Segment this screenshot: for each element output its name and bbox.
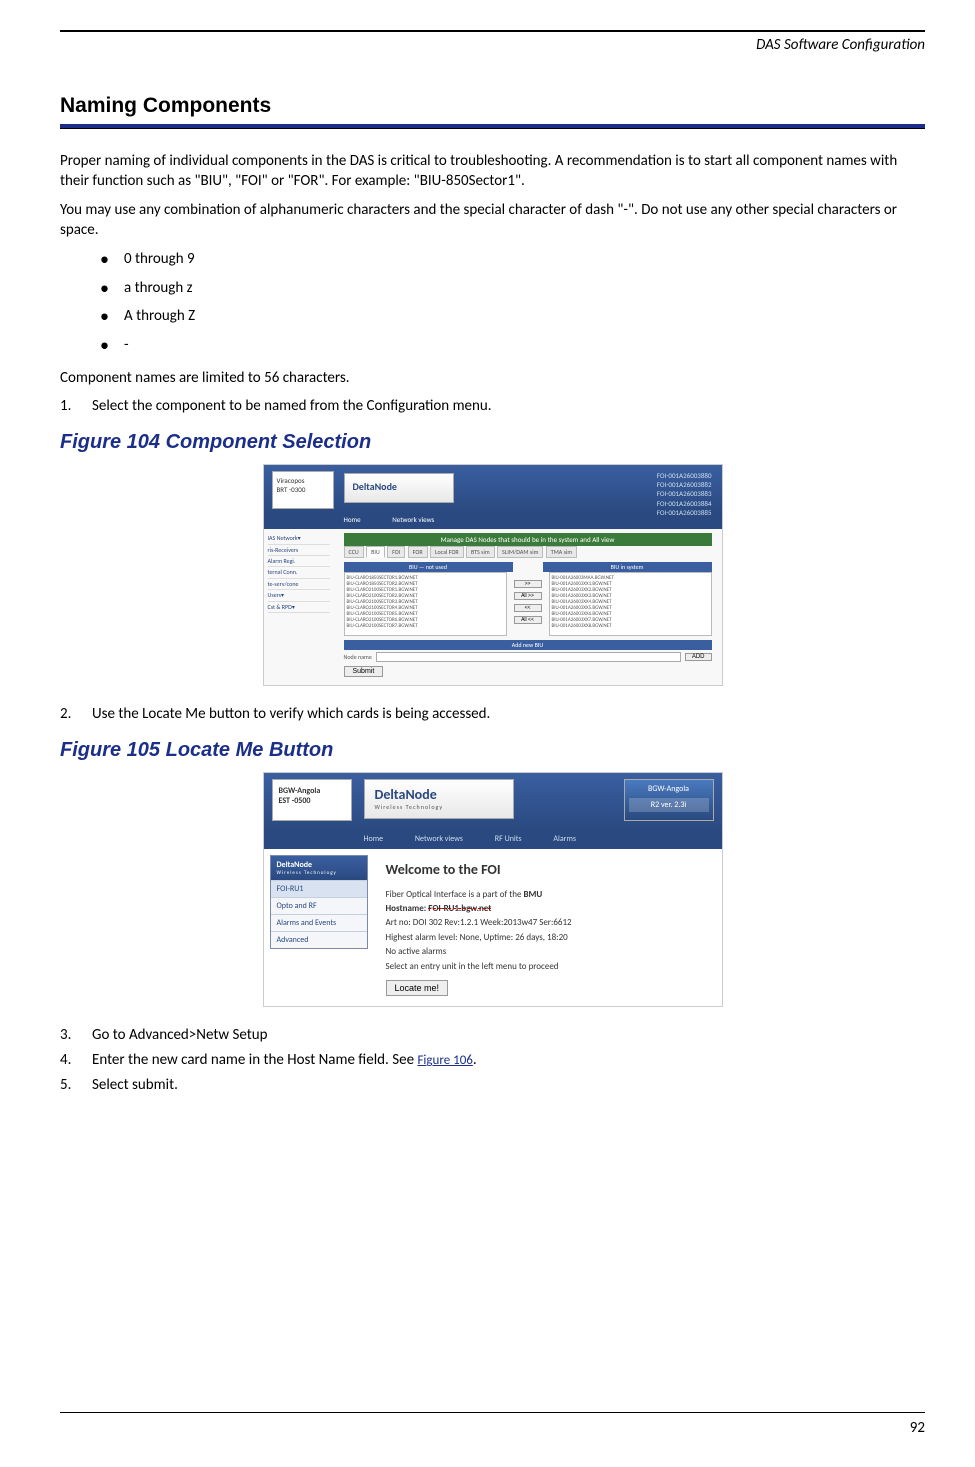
- move-left-button[interactable]: <<: [514, 604, 542, 612]
- fig104-badge: Viracopos BRT -0300: [272, 471, 334, 509]
- bullet-digits: 0 through 9: [100, 248, 925, 271]
- page-number: 92: [910, 1419, 925, 1437]
- running-header: DAS Software Configuration: [60, 36, 925, 54]
- step-1-text: Select the component to be named from th…: [92, 397, 492, 415]
- fig104-nav: Home Network views: [264, 513, 722, 529]
- paragraph-1: Proper naming of individual components i…: [60, 151, 925, 192]
- step-4-number: 4.: [60, 1050, 71, 1071]
- fig104-sidebar: IAS Network▾ ris-Receivers Alarm Regi. t…: [264, 529, 334, 685]
- step-3-text: Go to Advanced>Netw Setup: [92, 1026, 268, 1044]
- figure-104-caption: Figure 104 Component Selection: [60, 431, 925, 454]
- step-3: 3. Go to Advanced>Netw Setup: [60, 1025, 925, 1046]
- steps-list-2: 2. Use the Locate Me button to verify whi…: [60, 704, 925, 725]
- section-title: Naming Components: [60, 94, 925, 118]
- fig105-content: Welcome to the FOI Fiber Optical Interfa…: [374, 849, 722, 1006]
- allowed-chars-list: 0 through 9 a through z A through Z -: [60, 248, 925, 356]
- step-5-number: 5.: [60, 1075, 71, 1096]
- fig105-brand: DeltaNode Wireless Technology: [364, 779, 514, 819]
- bottom-rule: [60, 1412, 925, 1413]
- bullet-lowercase: a through z: [100, 277, 925, 300]
- section-underline: [60, 124, 925, 129]
- step-4: 4. Enter the new card name in the Host Na…: [60, 1050, 925, 1071]
- welcome-heading: Welcome to the FOI: [386, 859, 710, 881]
- step-3-number: 3.: [60, 1025, 71, 1046]
- step-4-text-a: Enter the new card name in the Host Name…: [92, 1051, 417, 1069]
- step-4-text-b: .: [473, 1051, 477, 1069]
- steps-list-3: 3. Go to Advanced>Netw Setup 4. Enter the …: [60, 1025, 925, 1096]
- fig104-move-buttons: >> All >> << All <<: [513, 572, 543, 624]
- paragraph-3: Component names are limited to 56 charac…: [60, 368, 925, 388]
- fig105-sidebar: DeltaNodeWireless Technology FOI-RU1 Opt…: [264, 849, 374, 1006]
- step-5: 5. Select submit.: [60, 1075, 925, 1096]
- step-1-number: 1.: [60, 396, 71, 417]
- fig104-tabs: CCU BIU FOI FOR Local FOR BTS sim SLIM/D…: [344, 546, 712, 558]
- figure-106-link[interactable]: Figure 106: [417, 1053, 472, 1068]
- node-name-label: Node name: [344, 653, 372, 661]
- fig104-list-left: BIU-CLARO1850SECTOR1.BGW.NET BIU-CLARO18…: [344, 572, 507, 636]
- step-2: 2. Use the Locate Me button to verify whi…: [60, 704, 925, 725]
- figure-104: Viracopos BRT -0300 DeltaNode FOI-001A26…: [60, 464, 925, 686]
- fig104-greenbar: Manage DAS Nodes that should be in the s…: [344, 533, 712, 546]
- fig105-nav: Home Network views RF Units Alarms: [264, 831, 722, 849]
- submit-button[interactable]: Submit: [344, 666, 384, 677]
- bullet-uppercase: A through Z: [100, 305, 925, 328]
- node-name-input[interactable]: [376, 652, 681, 662]
- top-rule: [60, 30, 925, 32]
- step-2-number: 2.: [60, 704, 71, 725]
- figure-105-caption: Figure 105 Locate Me Button: [60, 739, 925, 762]
- move-all-left-button[interactable]: All <<: [514, 616, 542, 624]
- fig104-rightlinks: FOI-001A26003880 FOI-001A26003882 FOI-00…: [657, 471, 712, 516]
- move-all-right-button[interactable]: All >>: [514, 592, 542, 600]
- fig104-list-right: BIU-001A26003MAA.BGW.NET BIU-001A26003XX…: [549, 572, 712, 636]
- bullet-dash: -: [100, 334, 925, 357]
- fig104-addrow: Add new BIU: [344, 640, 712, 650]
- step-1: 1. Select the component to be named from …: [60, 396, 925, 417]
- steps-list-1: 1. Select the component to be named from …: [60, 396, 925, 417]
- fig104-brand: DeltaNode: [344, 473, 454, 503]
- locate-me-button[interactable]: Locate me!: [386, 980, 449, 996]
- figure-105: BGW-Angola EST -0500 DeltaNode Wireless …: [60, 772, 925, 1007]
- add-button[interactable]: ADD: [685, 653, 712, 661]
- step-2-text: Use the Locate Me button to verify which…: [92, 705, 490, 723]
- step-5-text: Select submit.: [92, 1076, 178, 1094]
- fig105-badge-right: BGW-Angola R2 ver. 2.3i: [624, 779, 714, 821]
- paragraph-2: You may use any combination of alphanume…: [60, 200, 925, 241]
- move-right-button[interactable]: >>: [514, 580, 542, 588]
- fig105-badge-left: BGW-Angola EST -0500: [272, 779, 352, 821]
